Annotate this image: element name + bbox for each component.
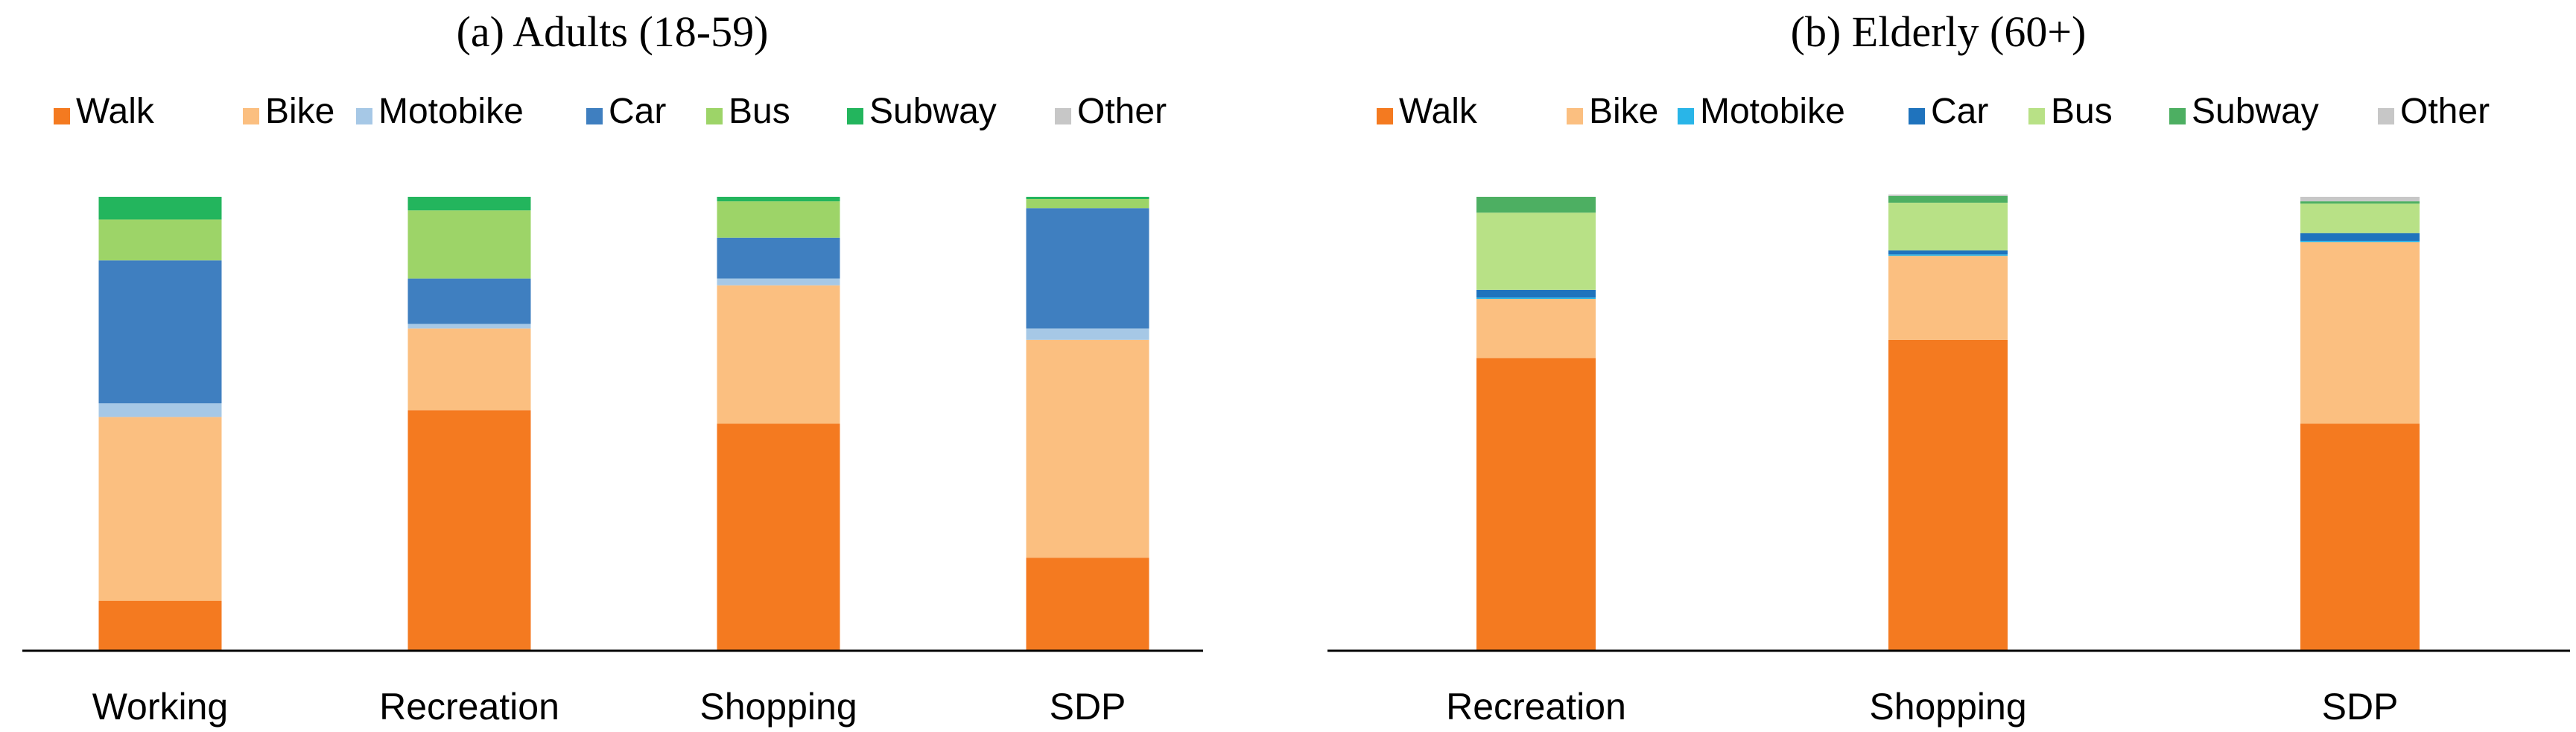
bar-segment-sdp-car — [2300, 233, 2420, 242]
bar-segment-sdp-car — [1026, 208, 1149, 329]
bar-segment-recreation-subway — [1476, 197, 1596, 213]
legend-swatch-bus — [706, 108, 723, 124]
bar-segment-recreation-walk — [1476, 358, 1596, 651]
bar-segment-recreation-bus — [1476, 212, 1596, 290]
bar-segment-sdp-subway — [2300, 201, 2420, 204]
bar-segment-shopping-walk — [1888, 339, 2008, 651]
bar-segment-working-car — [98, 260, 222, 404]
x-tick-label-sdp: SDP — [2322, 686, 2399, 728]
x-tick-label-shopping: Shopping — [1869, 686, 2026, 728]
legend-swatch-walk — [54, 108, 70, 124]
x-tick-label-recreation: Recreation — [1446, 686, 1626, 728]
bar-segment-shopping-subway — [717, 197, 840, 202]
legend-label-motobike: Motobike — [1700, 92, 1845, 131]
legend-label-other: Other — [1077, 92, 1167, 131]
legend-swatch-bus — [2028, 108, 2045, 124]
legend-label-car: Car — [609, 92, 666, 131]
legend-swatch-bike — [1567, 108, 1583, 124]
bar-segment-recreation-walk — [407, 410, 531, 651]
bar-segment-working-walk — [98, 601, 222, 651]
bar-segment-sdp-bus — [2300, 203, 2420, 233]
legend-label-bike: Bike — [1589, 92, 1658, 131]
bar-segment-shopping-walk — [717, 423, 840, 651]
bar-segment-shopping-subway — [1888, 195, 2008, 203]
legend-swatch-subway — [2169, 108, 2186, 124]
legend-label-bike: Bike — [265, 92, 334, 131]
legend-swatch-walk — [1377, 108, 1393, 124]
bar-segment-shopping-car — [1888, 250, 2008, 255]
bar-segment-sdp-bus — [1026, 199, 1149, 209]
legend-label-other: Other — [2400, 92, 2490, 131]
legend-label-bus: Bus — [2051, 92, 2113, 131]
chart-title-elderly: (b) Elderly (60+) — [1791, 7, 2087, 56]
panel-adults: (a) Adults (18-59) Walk Bike Motobike Car Bus… — [22, 7, 1203, 728]
bar-segment-shopping-bus — [1888, 202, 2008, 250]
legend-label-motobike: Motobike — [378, 92, 524, 131]
legend-label-walk: Walk — [1399, 92, 1478, 131]
bar-segment-sdp-walk — [1026, 558, 1149, 651]
legend-label-subway: Subway — [2192, 92, 2319, 131]
bar-segment-sdp-motobike — [2300, 241, 2420, 242]
x-tick-label-shopping: Shopping — [699, 686, 857, 728]
bar-segment-sdp-motobike — [1026, 328, 1149, 340]
legend-swatch-car — [586, 108, 603, 124]
legend-label-walk: Walk — [76, 92, 155, 131]
bar-segment-shopping-bus — [717, 201, 840, 238]
legend-swatch-motobike — [356, 108, 372, 124]
panel-elderly: (b) Elderly (60+) Walk Bike Motobike Car Bus S… — [1327, 7, 2570, 728]
bar-segment-sdp-walk — [2300, 423, 2420, 651]
bar-segment-shopping-bike — [1888, 256, 2008, 340]
bar-segment-working-bike — [98, 417, 222, 602]
bar-segment-sdp-bike — [2300, 242, 2420, 424]
bar-segment-recreation-bike — [1476, 299, 1596, 359]
legend-swatch-bike — [243, 108, 259, 124]
bar-segment-shopping-other — [1888, 194, 2008, 196]
legend-swatch-subway — [847, 108, 863, 124]
bar-segment-working-bus — [98, 219, 222, 261]
x-tick-label-recreation: Recreation — [379, 686, 559, 728]
bar-segment-working-motobike — [98, 403, 222, 417]
bar-segment-recreation-motobike — [1476, 297, 1596, 300]
bar-segment-shopping-motobike — [1888, 254, 2008, 256]
bar-segment-working-subway — [98, 197, 222, 220]
chart-title-adults: (a) Adults (18-59) — [457, 7, 769, 56]
x-tick-label-working: Working — [92, 686, 228, 728]
bar-segment-recreation-car — [407, 278, 531, 324]
bar-segment-recreation-bus — [407, 210, 531, 279]
legend-swatch-other — [1055, 108, 1071, 124]
legend-label-car: Car — [1931, 92, 1988, 131]
bar-segment-sdp-other — [2300, 197, 2420, 202]
legend-swatch-other — [2378, 108, 2394, 124]
bar-segment-recreation-subway — [407, 197, 531, 211]
bar-segment-recreation-motobike — [407, 324, 531, 329]
bar-segment-shopping-bike — [717, 285, 840, 424]
bar-segment-sdp-bike — [1026, 339, 1149, 558]
legend-label-bus: Bus — [729, 92, 790, 131]
bar-segment-shopping-motobike — [717, 278, 840, 285]
x-tick-label-sdp: SDP — [1050, 686, 1126, 728]
legend-swatch-car — [1909, 108, 1925, 124]
legend-swatch-motobike — [1678, 108, 1694, 124]
bar-segment-recreation-car — [1476, 289, 1596, 298]
legend-label-subway: Subway — [869, 92, 997, 131]
bar-segment-sdp-subway — [1026, 197, 1149, 200]
bar-segment-recreation-bike — [407, 328, 531, 411]
bar-segment-shopping-car — [717, 237, 840, 279]
